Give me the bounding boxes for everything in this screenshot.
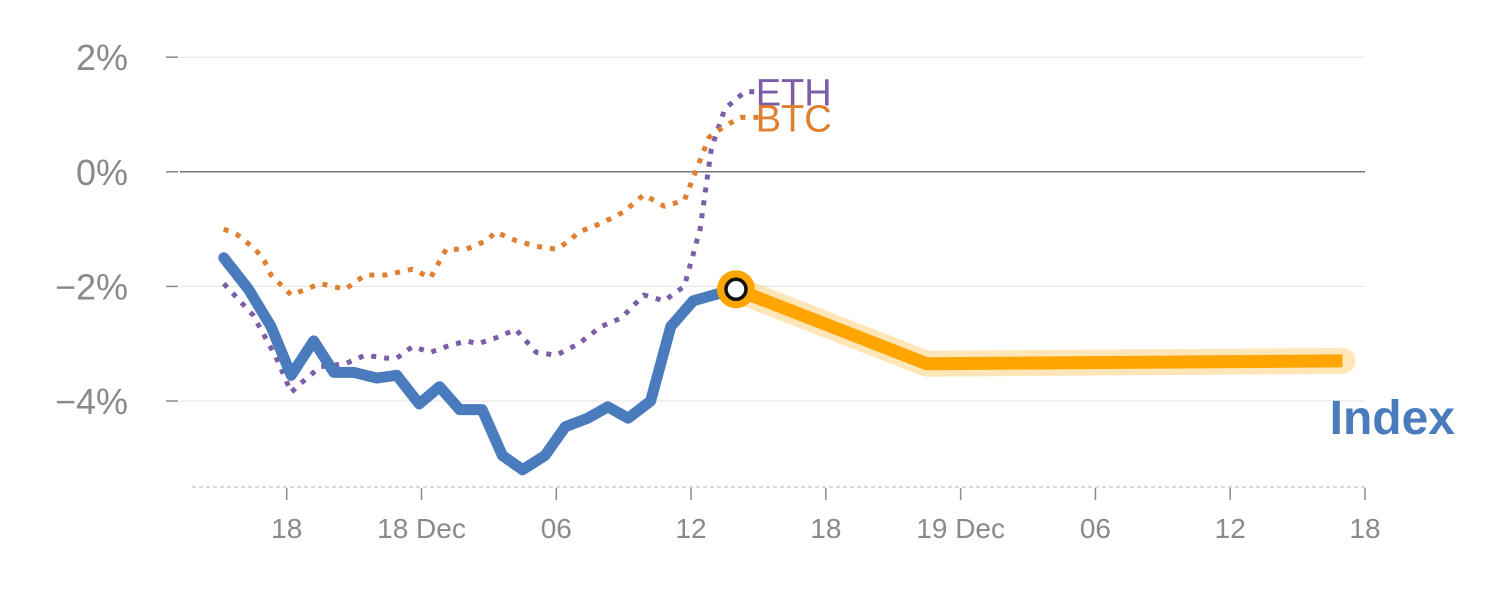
y-tick-labels: 2% 0% −2% −4% [55, 37, 178, 422]
y-tick-label: −4% [55, 381, 128, 422]
series-line-index [218, 252, 742, 476]
forecast-line [733, 283, 1343, 371]
forecast-band [723, 276, 1356, 377]
y-tick-label: 0% [76, 152, 128, 193]
x-tick-label: 12 [675, 513, 706, 544]
series-label-index: Index [1330, 392, 1456, 445]
x-tick-label: 18 [1349, 513, 1380, 544]
x-tick-label: 06 [1080, 513, 1111, 544]
grid-lines [180, 56, 1365, 402]
marker-dot [724, 277, 748, 302]
x-tick-label: 19 Dec [916, 513, 1005, 544]
series-line-btc [222, 114, 761, 298]
series-lines [218, 89, 761, 476]
series-label-btc: BTC [756, 98, 832, 140]
x-tick-label: 06 [541, 513, 572, 544]
current-value-marker [716, 270, 755, 309]
x-tick-label: 18 [810, 513, 841, 544]
x-tick-label: 18 [271, 513, 302, 544]
y-tick-label: −2% [55, 266, 128, 307]
y-tick-label: 2% [76, 37, 128, 78]
x-tick-label: 18 Dec [377, 513, 466, 544]
series-label-eth: ETH [756, 73, 832, 115]
x-tick-label: 12 [1215, 513, 1246, 544]
x-tick-labels: 18 18 Dec 06 12 18 19 Dec 06 12 18 [271, 488, 1381, 544]
